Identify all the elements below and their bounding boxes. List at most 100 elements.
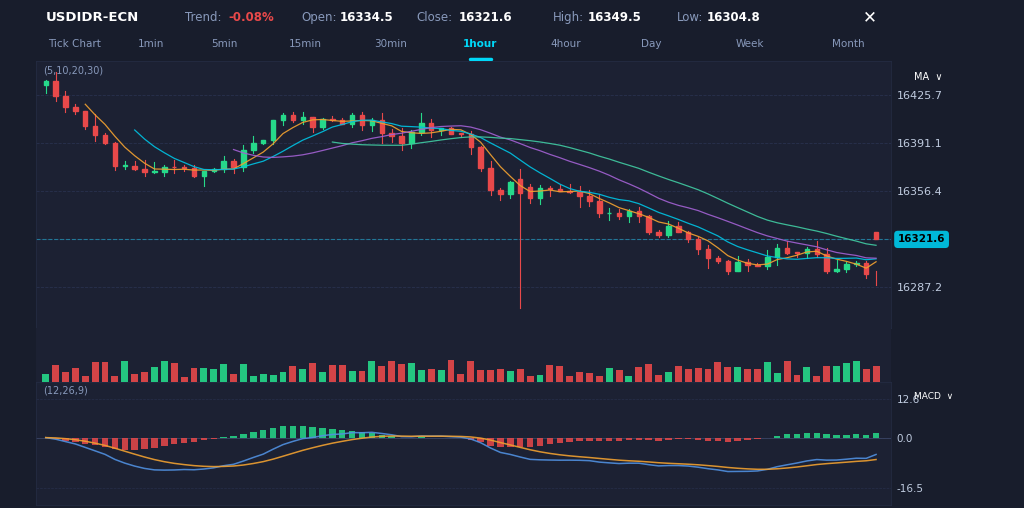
Bar: [72, 437, 79, 442]
Bar: [675, 366, 682, 382]
Bar: [814, 249, 819, 253]
Bar: [330, 118, 335, 120]
Bar: [527, 437, 534, 447]
Bar: [547, 365, 553, 382]
Text: 16349.5: 16349.5: [588, 11, 641, 24]
Bar: [418, 370, 425, 382]
Bar: [794, 375, 801, 382]
Bar: [597, 201, 601, 213]
Bar: [557, 189, 562, 191]
Bar: [517, 437, 523, 447]
Bar: [131, 437, 138, 450]
Bar: [499, 190, 503, 194]
Bar: [242, 149, 246, 167]
Bar: [449, 128, 454, 134]
Bar: [537, 375, 544, 382]
Text: Trend:: Trend:: [185, 11, 222, 24]
Bar: [52, 365, 59, 382]
Bar: [853, 361, 860, 382]
Bar: [261, 140, 265, 143]
Bar: [854, 263, 858, 264]
Bar: [784, 434, 791, 437]
Text: ✕: ✕: [862, 8, 877, 26]
Bar: [180, 376, 187, 382]
Text: 5min: 5min: [211, 39, 238, 49]
Bar: [804, 367, 810, 382]
Bar: [131, 374, 138, 382]
Bar: [705, 437, 712, 441]
Bar: [686, 232, 690, 239]
Bar: [92, 362, 98, 382]
Bar: [191, 168, 197, 176]
Bar: [211, 437, 217, 439]
Bar: [52, 437, 58, 439]
Bar: [113, 143, 117, 166]
Text: 16321.6: 16321.6: [898, 234, 945, 244]
Bar: [221, 162, 226, 169]
Bar: [43, 81, 48, 84]
Bar: [725, 437, 731, 441]
Bar: [813, 433, 820, 437]
Bar: [123, 165, 127, 166]
Bar: [695, 437, 701, 440]
Bar: [319, 372, 326, 382]
Bar: [388, 361, 395, 382]
Text: USDIDR-ECN: USDIDR-ECN: [46, 11, 139, 24]
Bar: [62, 437, 69, 440]
Bar: [290, 426, 296, 437]
Bar: [596, 376, 603, 382]
Bar: [101, 362, 109, 382]
Bar: [835, 269, 839, 271]
Bar: [299, 426, 306, 437]
Bar: [606, 368, 612, 382]
Bar: [843, 435, 850, 437]
Bar: [726, 261, 730, 271]
Bar: [754, 369, 761, 382]
Bar: [596, 437, 602, 441]
Bar: [240, 364, 247, 382]
Bar: [319, 428, 326, 437]
Bar: [627, 210, 631, 216]
Bar: [190, 437, 198, 442]
Bar: [834, 435, 840, 437]
Bar: [250, 432, 257, 437]
Bar: [42, 374, 49, 382]
Bar: [251, 143, 256, 149]
Bar: [578, 192, 582, 196]
Bar: [350, 115, 354, 124]
Bar: [467, 361, 474, 382]
Bar: [744, 437, 751, 440]
Bar: [379, 435, 385, 437]
Bar: [755, 437, 761, 439]
Bar: [616, 213, 622, 216]
Bar: [92, 437, 98, 446]
Bar: [161, 437, 168, 446]
Bar: [439, 128, 443, 130]
Bar: [744, 369, 751, 382]
Bar: [805, 249, 809, 252]
Bar: [853, 434, 859, 437]
Bar: [102, 135, 108, 143]
Bar: [626, 437, 632, 440]
Bar: [153, 171, 157, 172]
Bar: [538, 188, 542, 198]
Bar: [142, 169, 146, 172]
Bar: [685, 369, 691, 382]
Bar: [675, 437, 682, 439]
Bar: [705, 369, 712, 382]
Bar: [408, 363, 415, 382]
Bar: [794, 434, 800, 437]
Bar: [873, 233, 879, 239]
Bar: [132, 166, 137, 169]
Bar: [428, 369, 435, 382]
Bar: [478, 147, 483, 168]
Bar: [735, 262, 740, 271]
Bar: [676, 227, 681, 232]
Bar: [419, 123, 424, 132]
Bar: [62, 372, 69, 382]
Bar: [834, 366, 840, 382]
Text: (12,26,9): (12,26,9): [43, 386, 87, 396]
Bar: [141, 437, 147, 449]
Bar: [201, 437, 207, 440]
Bar: [864, 263, 868, 274]
